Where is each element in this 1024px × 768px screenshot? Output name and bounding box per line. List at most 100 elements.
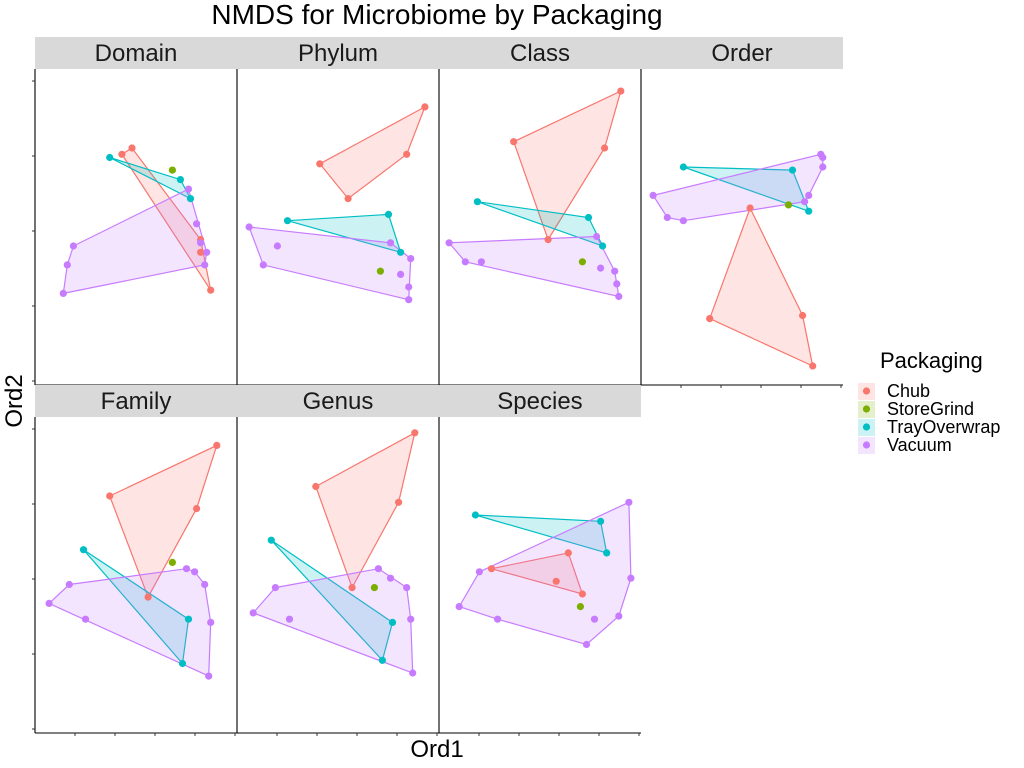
- point-vacuum: [271, 584, 279, 592]
- hull-trayoverwrap: [683, 166, 810, 213]
- point-chub: [316, 160, 324, 168]
- point-vacuum: [45, 599, 53, 608]
- point-chub: [348, 584, 356, 592]
- point-chub: [578, 590, 587, 598]
- point-vacuum: [611, 267, 619, 275]
- facet-phylum: Phylum: [236, 37, 439, 386]
- facet-genus: Genus: [236, 385, 439, 736]
- point-trayoverwrap: [178, 659, 187, 668]
- point-vacuum: [649, 191, 657, 199]
- point-vacuum: [203, 248, 211, 256]
- point-vacuum: [374, 565, 382, 573]
- x-axis-title: Ord1: [410, 736, 463, 763]
- point-chub: [403, 150, 411, 158]
- hull-vacuum: [48, 568, 212, 678]
- point-vacuum: [409, 669, 417, 677]
- point-trayoverwrap: [378, 656, 386, 664]
- point-chub: [617, 87, 625, 95]
- legend-title: Packaging: [880, 348, 983, 373]
- facet-panels: Domain Phylum Class Order Family Genus Species: [32, 37, 843, 736]
- point-chub: [213, 441, 221, 449]
- point-vacuum: [63, 261, 71, 269]
- hull-trayoverwrap: [83, 549, 190, 665]
- point-vacuum: [407, 615, 415, 623]
- hull-vacuum: [252, 568, 414, 674]
- hull-vacuum: [447, 235, 620, 298]
- point-chub: [144, 593, 152, 601]
- strip-species: [439, 385, 641, 417]
- point-trayoverwrap: [805, 207, 813, 215]
- point-vacuum: [627, 574, 635, 582]
- strip-label: Order: [711, 40, 772, 67]
- facet-class: Class: [438, 37, 641, 386]
- point-vacuum: [494, 615, 502, 623]
- point-storegrind: [576, 603, 585, 611]
- point-vacuum: [259, 261, 267, 269]
- point-vacuum: [201, 261, 209, 269]
- hull-trayoverwrap: [287, 213, 402, 254]
- hull-vacuum: [652, 153, 824, 222]
- point-vacuum: [182, 565, 191, 573]
- hull-trayoverwrap: [475, 514, 608, 554]
- chart-title: NMDS for Microbiome by Packaging: [211, 0, 662, 30]
- point-chub: [544, 236, 552, 244]
- legend-item-storegrind: StoreGrind: [858, 399, 974, 419]
- point-vacuum: [205, 672, 213, 680]
- hull-vacuum: [62, 188, 208, 295]
- point-vacuum: [405, 283, 413, 291]
- point-vacuum: [386, 574, 395, 582]
- facet-species: Species: [438, 385, 641, 736]
- legend-key-point: [862, 405, 871, 413]
- point-trayoverwrap: [283, 217, 292, 225]
- point-chub: [421, 103, 429, 111]
- point-storegrind: [578, 258, 587, 266]
- point-trayoverwrap: [788, 166, 797, 174]
- point-trayoverwrap: [397, 248, 405, 256]
- point-vacuum: [193, 220, 201, 228]
- point-trayoverwrap: [597, 517, 605, 525]
- point-vacuum: [386, 239, 395, 247]
- strip-label: Phylum: [298, 40, 378, 67]
- strip-label: Species: [497, 388, 582, 415]
- point-vacuum: [679, 217, 688, 225]
- point-vacuum: [184, 185, 193, 193]
- point-vacuum: [597, 264, 605, 272]
- legend-key-point: [862, 423, 871, 431]
- point-trayoverwrap: [599, 242, 607, 250]
- point-storegrind: [784, 201, 793, 209]
- point-vacuum: [613, 280, 621, 288]
- point-vacuum: [285, 615, 294, 623]
- legend-item-chub: Chub: [858, 381, 930, 401]
- strip-family: [35, 385, 237, 417]
- point-chub: [312, 482, 320, 491]
- point-chub: [706, 315, 714, 323]
- facet-domain: Domain: [32, 37, 237, 386]
- hull-trayoverwrap: [477, 201, 604, 248]
- point-vacuum: [197, 239, 205, 247]
- point-vacuum: [625, 498, 633, 506]
- strip-domain: [35, 37, 237, 69]
- point-vacuum: [819, 163, 827, 171]
- point-vacuum: [207, 618, 215, 627]
- point-chub: [799, 311, 807, 320]
- point-chub: [106, 492, 114, 500]
- point-vacuum: [817, 150, 825, 158]
- legend-item-vacuum: Vacuum: [858, 435, 952, 455]
- point-vacuum: [475, 568, 483, 576]
- hull-chub: [315, 431, 416, 590]
- point-vacuum: [405, 296, 413, 304]
- point-vacuum: [59, 289, 67, 297]
- point-chub: [128, 144, 136, 152]
- point-vacuum: [615, 612, 623, 620]
- point-chub: [809, 362, 817, 370]
- legend-label: Chub: [887, 381, 930, 401]
- strip-label: Domain: [95, 40, 178, 67]
- point-vacuum: [249, 609, 257, 617]
- point-vacuum: [663, 213, 671, 222]
- hull-vacuum: [248, 226, 412, 301]
- legend-key-point: [862, 387, 871, 395]
- legend-item-trayoverwrap: TrayOverwrap: [858, 417, 1000, 437]
- point-vacuum: [615, 292, 623, 301]
- point-vacuum: [65, 580, 73, 589]
